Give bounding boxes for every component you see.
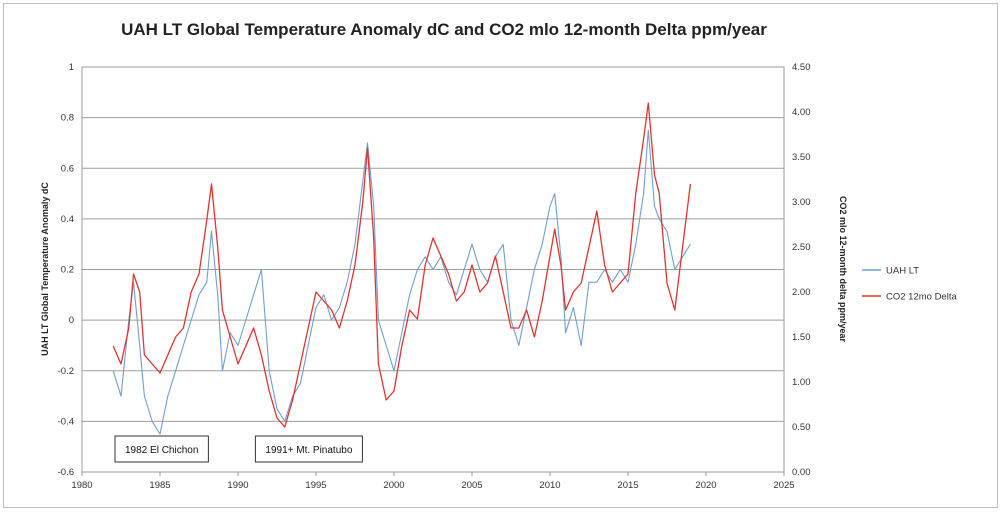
x-tick-label: 2020 — [695, 480, 716, 491]
x-tick-label: 1995 — [305, 480, 326, 491]
annotation-frame — [114, 435, 209, 463]
annotation-frame — [254, 435, 363, 463]
y-left-tick-label: 0.8 — [61, 113, 74, 124]
series-layer — [112, 102, 692, 435]
x-tick-label: 2015 — [617, 480, 638, 491]
y-axis-left-ticks: -0.6 -0.4 -0.2 0 0.2 0.4 0.6 0.8 1 — [58, 62, 74, 478]
y-right-tick-label: 2.50 — [792, 242, 811, 253]
annotation-box: 1982 El Chichon — [114, 435, 209, 463]
annotation-text: 1991+ Mt. Pinatubo — [265, 445, 352, 456]
x-axis-ticks: 1980 1985 1990 1995 2000 2005 2010 2015 2020 2025 — [71, 472, 795, 491]
legend: UAH LT CO2 12mo Delta — [862, 266, 957, 303]
series-line-uah-lt — [112, 129, 691, 435]
y-right-tick-label: 3.00 — [792, 197, 811, 208]
y-right-tick-label: 1.50 — [792, 332, 811, 343]
y-left-tick-label: -0.2 — [58, 366, 74, 377]
annotation-layer: 1982 El Chichon 1991+ Mt. Pinatubo — [114, 435, 363, 463]
y-right-tick-label: 2.00 — [792, 287, 811, 298]
x-tick-label: 1990 — [227, 480, 248, 491]
y-left-tick-label: -0.6 — [58, 467, 74, 478]
y-axis-right-ticks: 0.00 0.50 1.00 1.50 2.00 2.50 3.00 3.50 4.00 4.50 — [792, 62, 811, 478]
y-right-tick-label: 1.00 — [792, 377, 811, 388]
y-right-tick-label: 0.50 — [792, 422, 811, 433]
legend-label: CO2 12mo Delta — [886, 292, 957, 303]
x-tick-label: 2010 — [539, 480, 560, 491]
y-left-tick-label: 1 — [69, 62, 74, 73]
annotation-box: 1991+ Mt. Pinatubo — [254, 435, 363, 463]
x-tick-label: 1980 — [71, 480, 92, 491]
series-line-co2-delta — [112, 102, 692, 428]
y-left-tick-label: 0.2 — [61, 265, 74, 276]
x-tick-label: 1985 — [149, 480, 170, 491]
y-left-tick-label: 0.6 — [61, 163, 74, 174]
y-left-tick-label: 0 — [69, 315, 74, 326]
y-right-tick-label: 4.50 — [792, 62, 811, 73]
y-right-tick-label: 4.00 — [792, 107, 811, 118]
x-tick-label: 2005 — [461, 480, 482, 491]
y-axis-left-title: UAH LT Global Temperature Anomaly dC — [40, 182, 50, 356]
chart-svg: UAH LT Global Temperature Anomaly dC and… — [40, 20, 957, 491]
legend-label: UAH LT — [886, 266, 919, 277]
chart-title: UAH LT Global Temperature Anomaly dC and… — [121, 20, 767, 39]
y-axis-right-title: CO2 mlo 12-month delta ppm/year — [838, 196, 848, 343]
y-left-tick-label: -0.4 — [58, 416, 74, 427]
y-left-tick-label: 0.4 — [61, 214, 74, 225]
plot-area-border — [81, 66, 785, 473]
annotation-text: 1982 El Chichon — [125, 445, 198, 456]
x-tick-label: 2000 — [383, 480, 404, 491]
y-right-tick-label: 0.00 — [792, 467, 811, 478]
x-tick-label: 2025 — [773, 480, 794, 491]
chart-frame: UAH LT Global Temperature Anomaly dC and… — [3, 3, 998, 508]
y-right-tick-label: 3.50 — [792, 152, 811, 163]
